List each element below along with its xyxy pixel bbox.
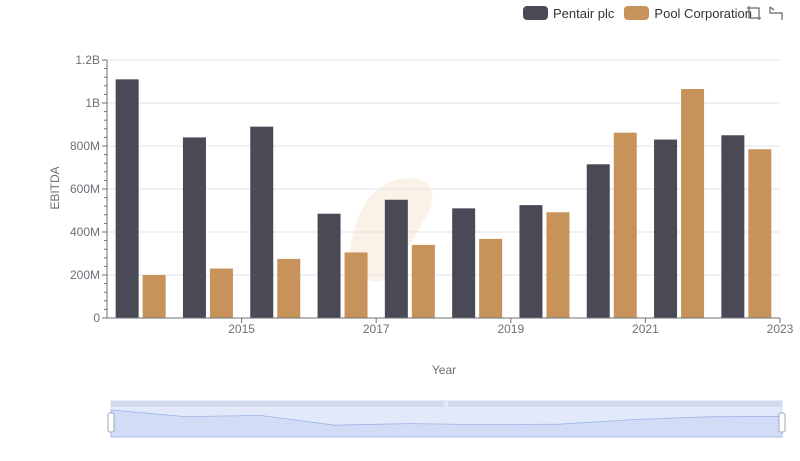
data-zoom-handle-right[interactable] xyxy=(778,412,786,433)
x-axis-title: Year xyxy=(432,363,456,377)
bar-pentair-2023[interactable] xyxy=(721,135,745,318)
bar-pentair-2022[interactable] xyxy=(654,139,678,318)
bar-pentair-2014[interactable] xyxy=(115,79,139,318)
legend-swatch-pentair xyxy=(523,6,548,20)
bar-pool-2020[interactable] xyxy=(546,212,570,318)
bar-pool-2016[interactable] xyxy=(277,258,301,318)
bar-pool-2021[interactable] xyxy=(613,132,637,318)
y-tick-label: 800M xyxy=(70,139,100,153)
legend-label-pool: Pool Corporation xyxy=(654,5,752,21)
x-tick-label: 2015 xyxy=(228,322,255,336)
legend-label-pentair: Pentair plc xyxy=(553,5,615,21)
legend: Pentair plc Pool Corporation xyxy=(523,4,762,22)
x-tick-label: 2017 xyxy=(363,322,390,336)
bar-pool-2014[interactable] xyxy=(142,275,166,318)
legend-swatch-pool xyxy=(624,6,650,20)
bar-pool-2019[interactable] xyxy=(479,238,503,318)
y-tick-label: 400M xyxy=(70,225,100,239)
x-tick-label: 2019 xyxy=(497,322,524,336)
restore-icon[interactable] xyxy=(768,5,784,21)
data-zoom-slider[interactable]: ||| xyxy=(107,400,786,438)
toolbox xyxy=(746,5,784,21)
bar-pool-2017[interactable] xyxy=(344,252,368,318)
zoom-icon[interactable] xyxy=(746,5,762,21)
data-zoom-grip[interactable]: ||| xyxy=(444,402,449,408)
y-tick-label: 200M xyxy=(70,268,100,282)
bar-pentair-2020[interactable] xyxy=(519,205,543,318)
bar-pentair-2017[interactable] xyxy=(317,213,341,318)
x-tick-label: 2021 xyxy=(632,322,659,336)
bar-pool-2018[interactable] xyxy=(411,244,435,318)
y-tick-label: 1B xyxy=(85,96,100,110)
x-tick-label: 2023 xyxy=(767,322,794,336)
bar-pentair-2021[interactable] xyxy=(586,164,610,318)
y-tick-label: 1.2B xyxy=(75,53,100,67)
y-tick-label: 0 xyxy=(93,311,100,325)
grid-lines xyxy=(107,59,780,276)
bar-pentair-2016[interactable] xyxy=(250,126,274,319)
data-zoom-handle-left[interactable] xyxy=(107,412,115,433)
bar-series xyxy=(115,79,772,319)
legend-item-pentair[interactable]: Pentair plc xyxy=(523,6,614,21)
legend-item-pool[interactable]: Pool Corporation xyxy=(624,6,752,21)
bar-pentair-2015[interactable] xyxy=(182,137,206,318)
y-axis-title: EBITDA xyxy=(48,166,62,209)
bar-pool-2023[interactable] xyxy=(748,149,772,318)
bar-pentair-2018[interactable] xyxy=(384,199,408,318)
bar-pool-2015[interactable] xyxy=(209,268,233,318)
data-zoom-top-bar[interactable] xyxy=(111,401,782,407)
bar-pool-2022[interactable] xyxy=(681,89,705,319)
bar-pentair-2019[interactable] xyxy=(452,208,476,318)
axes: 0 200M 400M 600M 800M 1B 1.2B 2015 2017 2019 2021 2… xyxy=(70,53,794,336)
y-tick-label: 600M xyxy=(70,182,100,196)
